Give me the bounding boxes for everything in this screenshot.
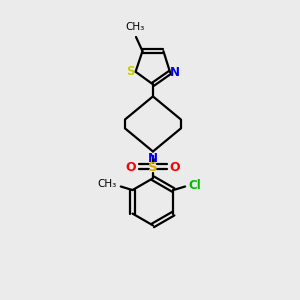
Text: S: S <box>127 65 135 78</box>
Text: Cl: Cl <box>188 178 201 191</box>
Text: CH₃: CH₃ <box>98 179 117 190</box>
Text: N: N <box>170 66 180 79</box>
Text: S: S <box>148 161 158 174</box>
Text: O: O <box>126 161 136 174</box>
Text: O: O <box>169 161 180 174</box>
Text: N: N <box>148 152 158 165</box>
Text: CH₃: CH₃ <box>125 22 144 32</box>
